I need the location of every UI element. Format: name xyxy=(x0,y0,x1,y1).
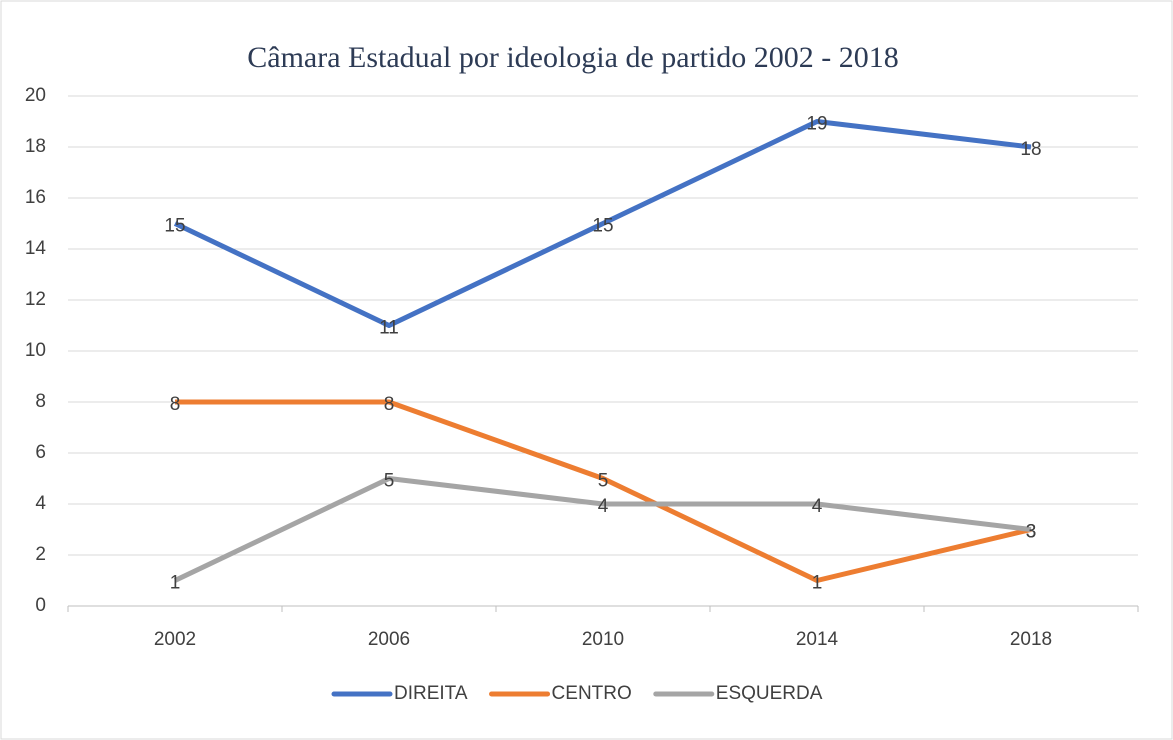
x-tick-label: 2018 xyxy=(1010,629,1052,650)
y-tick-label: 4 xyxy=(35,493,46,514)
legend-label: DIREITA xyxy=(394,683,468,704)
data-label: 1 xyxy=(812,573,823,594)
data-label: 5 xyxy=(384,471,395,492)
y-tick-label: 10 xyxy=(25,340,46,361)
y-tick-label: 2 xyxy=(35,544,46,565)
data-label: 4 xyxy=(812,496,823,517)
chart-title: Câmara Estadual por ideologia de partido… xyxy=(247,41,899,74)
data-label: 3 xyxy=(1026,522,1037,543)
data-label: 3 xyxy=(1026,522,1037,543)
data-label: 15 xyxy=(164,216,185,237)
line xyxy=(173,119,1032,328)
y-tick-label: 0 xyxy=(35,595,46,616)
y-tick-label: 18 xyxy=(25,136,46,157)
line xyxy=(175,399,1032,583)
legend-label: ESQUERDA xyxy=(716,683,823,704)
y-tick-label: 8 xyxy=(35,391,46,412)
data-label: 8 xyxy=(384,394,395,415)
y-tick-label: 14 xyxy=(25,238,47,259)
data-label: 8 xyxy=(170,394,181,415)
legend-label: CENTRO xyxy=(552,683,632,704)
x-tick-label: 2006 xyxy=(368,629,410,650)
data-label: 1 xyxy=(170,573,181,594)
x-tick-label: 2014 xyxy=(796,629,839,650)
line xyxy=(173,476,1032,583)
data-label: 19 xyxy=(806,114,827,135)
data-label: 15 xyxy=(592,216,613,237)
y-tick-label: 16 xyxy=(25,187,46,208)
data-label: 11 xyxy=(379,318,399,339)
x-tick-label: 2002 xyxy=(154,629,196,650)
data-label: 5 xyxy=(598,471,609,492)
y-tick-label: 12 xyxy=(25,289,46,310)
data-label: 18 xyxy=(1020,139,1041,160)
y-tick-label: 6 xyxy=(35,442,46,463)
y-tick-label: 20 xyxy=(25,85,46,106)
x-tick-label: 2010 xyxy=(582,629,624,650)
data-label: 4 xyxy=(598,496,609,517)
